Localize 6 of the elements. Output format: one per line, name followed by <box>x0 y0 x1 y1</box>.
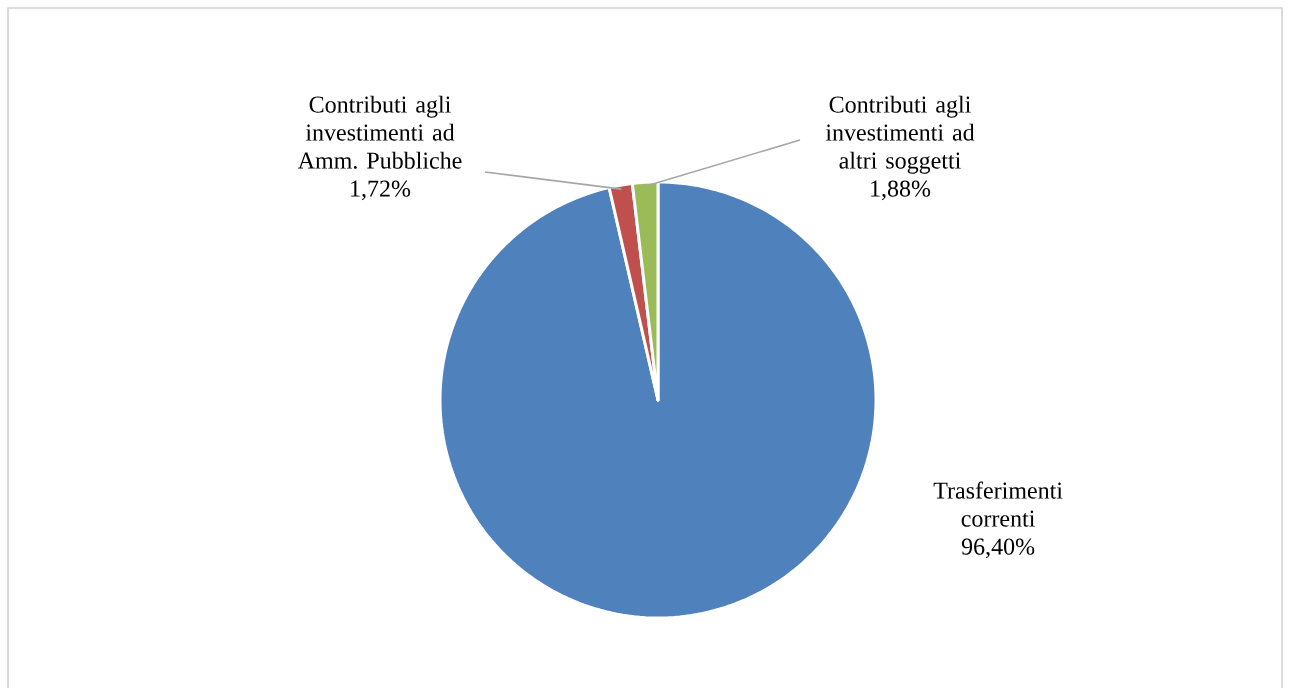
data-label: 96,40% <box>961 538 1035 559</box>
data-label: 1,88% <box>871 180 931 201</box>
slice-label: Contributi agli investimenti ad Amm. Pubbliche <box>297 95 462 169</box>
data-label: 1,72% <box>351 180 411 201</box>
slice-label: Trasferimenti correnti <box>933 481 1063 527</box>
slice-label: Contributi agli investimenti ad altri soggetti <box>825 95 975 174</box>
